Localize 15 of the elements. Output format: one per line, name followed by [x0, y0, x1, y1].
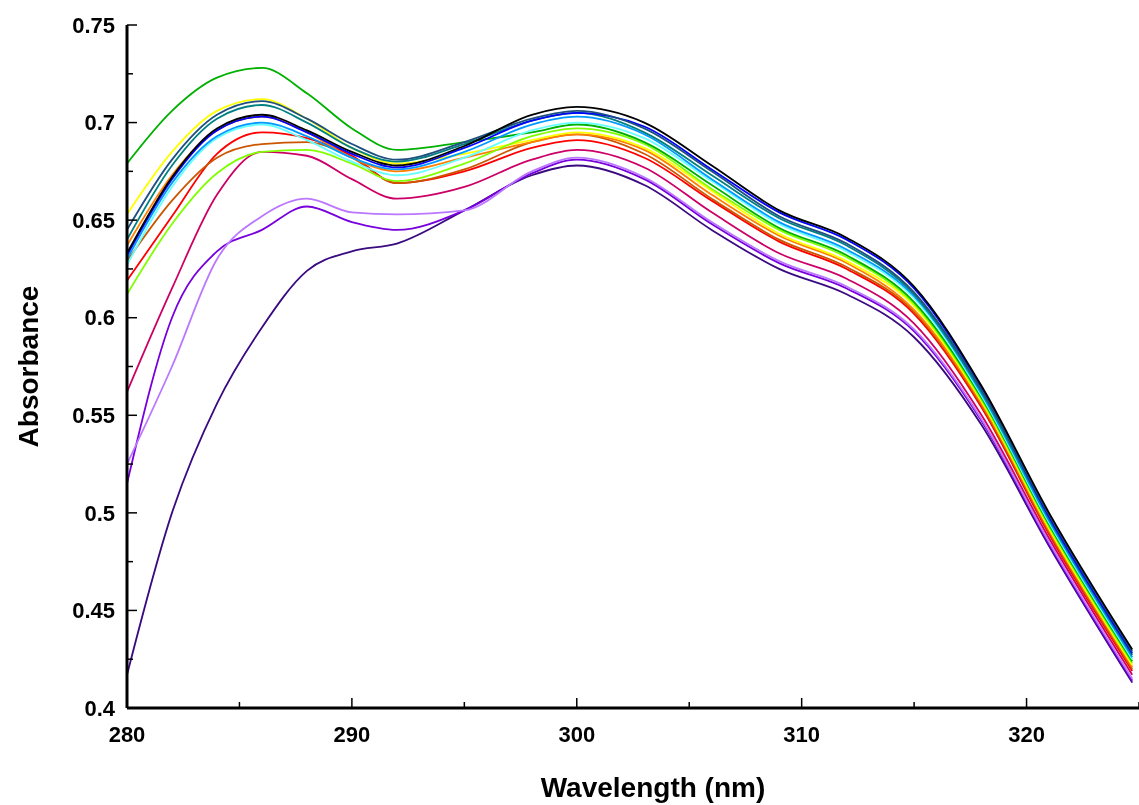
y-tick-label: 0.4	[84, 695, 116, 721]
x-tick-label: 320	[1008, 722, 1045, 747]
y-tick-label: 0.6	[84, 305, 115, 331]
x-tick-label: 310	[783, 722, 821, 747]
x-tick-label: 280	[108, 722, 146, 747]
y-tick-label: 0.45	[72, 598, 115, 624]
x-axis-title: Wavelength (nm)	[540, 772, 766, 803]
y-tick-label: 0.75	[72, 12, 115, 38]
y-tick-label: 0.65	[72, 207, 115, 233]
x-tick-label: 300	[558, 722, 596, 747]
y-tick-label: 0.5	[84, 500, 115, 526]
y-tick-label: 0.55	[72, 402, 115, 428]
y-tick-label: 0.7	[84, 110, 115, 136]
y-axis-title: Absorbance	[13, 285, 44, 448]
x-tick-label: 290	[333, 722, 371, 747]
